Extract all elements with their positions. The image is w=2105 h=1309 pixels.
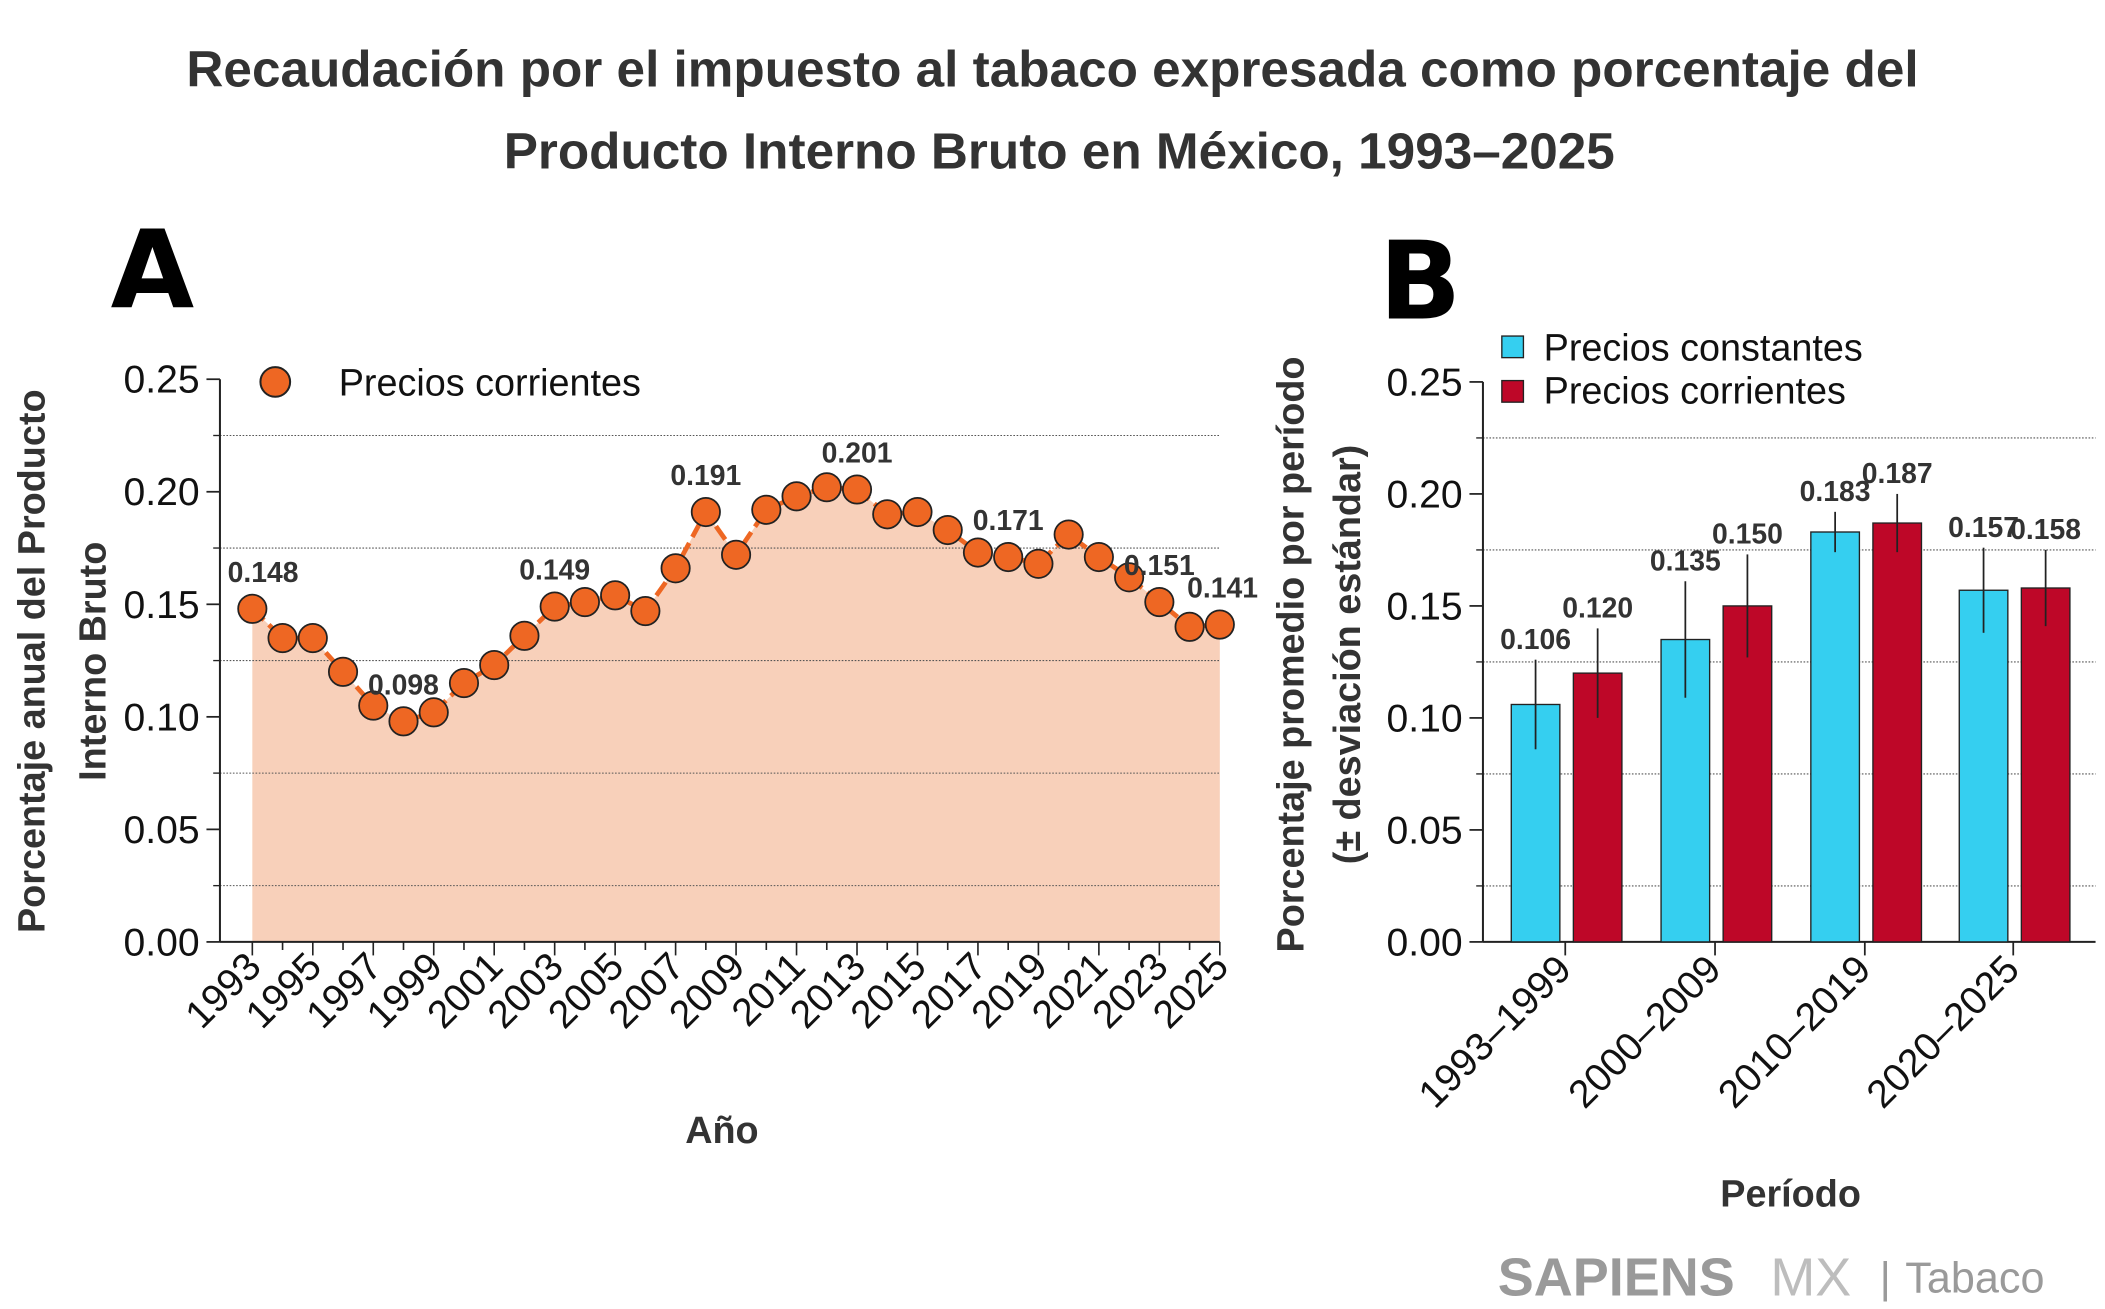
chart-b: 0.000.050.100.150.200.251993–19990.1060.… — [1387, 361, 2096, 1116]
chart-a: 0.000.050.100.150.200.251993199519971999… — [124, 359, 1258, 1037]
bar-value-label: 0.150 — [1712, 519, 1783, 551]
legend-a-label: Precios corrientes — [339, 362, 641, 404]
data-label-2013: 0.201 — [822, 438, 893, 470]
chart-b-xtick-label: 2020–2025 — [1859, 948, 2028, 1117]
chart-a-ytick-label: 0.10 — [124, 696, 200, 739]
data-point-2025 — [1204, 609, 1235, 640]
chart-a-ytick-label: 0.25 — [124, 359, 200, 402]
data-point-2009 — [721, 539, 752, 570]
chart-b-ytick-label: 0.05 — [1387, 809, 1463, 852]
chart-a-ytick-label: 0.20 — [124, 471, 200, 514]
data-point-2007 — [660, 553, 691, 584]
data-label-2008: 0.191 — [670, 460, 741, 492]
data-point-2004 — [569, 587, 600, 618]
data-point-2024 — [1174, 611, 1205, 642]
data-point-2003 — [539, 591, 570, 622]
chart-b-ylabel-line-1: Porcentaje promedio por período — [1270, 357, 1312, 953]
chart-b-xtick-label: 2000–2009 — [1561, 948, 1730, 1117]
panel-label-a: A — [111, 209, 195, 334]
chart-b-xtick-label: 1993–1999 — [1411, 948, 1580, 1117]
chart-b-ylabel-line-2: (± desviación estándar) — [1327, 445, 1369, 865]
chart-a-ylabel-line-2: Interno Bruto — [72, 542, 114, 781]
watermark-brand-mx: MX — [1770, 1247, 1851, 1307]
data-label-2018: 0.171 — [973, 505, 1044, 537]
data-point-2014 — [872, 499, 903, 530]
chart-b-ytick-label: 0.20 — [1387, 473, 1463, 516]
chart-a-ytick-label: 0.05 — [124, 809, 200, 852]
watermark-brand: SAPIENS — [1498, 1247, 1735, 1307]
data-point-2013 — [841, 474, 873, 505]
data-point-2012 — [811, 472, 842, 503]
data-point-2016 — [932, 514, 963, 546]
chart-a-ylabel-line-1: Porcentaje anual del Producto — [12, 389, 54, 933]
data-label-1998: 0.098 — [368, 669, 439, 701]
data-point-2018 — [993, 541, 1024, 573]
chart-b-ytick-label: 0.25 — [1387, 361, 1463, 404]
data-label-1993: 0.148 — [228, 557, 299, 589]
data-point-1996 — [327, 656, 359, 687]
data-point-1998 — [388, 706, 419, 737]
bar-value-label: 0.187 — [1862, 458, 1933, 490]
chart-title-line-2: Producto Interno Bruto en México, 1993–2… — [504, 123, 1615, 180]
legend-b-constantes-swatch — [1501, 335, 1525, 359]
data-point-1993 — [237, 593, 268, 624]
bar-corrientes-3 — [2020, 587, 2071, 943]
data-point-2022 — [1114, 562, 1145, 593]
data-point-2023 — [1144, 587, 1175, 618]
bar-constantes-3 — [1958, 589, 2009, 943]
chart-a-ytick-label: 0.15 — [124, 584, 200, 627]
data-point-2002 — [509, 620, 540, 651]
data-point-2006 — [630, 596, 661, 627]
bar-value-label: 0.183 — [1800, 476, 1871, 508]
data-point-2000 — [448, 668, 480, 699]
bar-value-label: 0.106 — [1500, 624, 1571, 656]
data-label-2023: 0.151 — [1124, 550, 1195, 582]
chart-a-xlabel: Año — [685, 1110, 758, 1152]
data-point-1995 — [297, 623, 328, 654]
bar-value-label: 0.157 — [1948, 512, 2019, 544]
bar-value-label: 0.135 — [1650, 545, 1721, 577]
legend-a-marker — [259, 366, 292, 398]
chart-b-xtick-label: 2010–2019 — [1710, 948, 1879, 1117]
data-point-2008 — [690, 496, 721, 528]
panel-label-b: B — [1379, 220, 1461, 345]
bar-value-label: 0.120 — [1562, 593, 1633, 625]
data-point-2017 — [962, 537, 993, 568]
data-point-2021 — [1083, 541, 1114, 573]
data-label-2025: 0.141 — [1187, 573, 1258, 605]
data-point-2015 — [902, 496, 933, 528]
legend-b-corrientes-swatch — [1501, 379, 1525, 403]
watermark-logo: SAPIENS MX | Tabaco — [1498, 1247, 2045, 1307]
bar-constantes-2 — [1810, 531, 1861, 943]
chart-title-line-1: Recaudación por el impuesto al tabaco ex… — [186, 40, 1918, 97]
data-point-2005 — [600, 580, 631, 611]
data-point-1999 — [418, 697, 449, 728]
chart-b-ytick-label: 0.10 — [1387, 697, 1463, 740]
chart-b-xlabel: Período — [1720, 1173, 1861, 1215]
data-point-1994 — [267, 623, 298, 654]
data-point-2001 — [479, 650, 510, 681]
area-fill — [252, 487, 1220, 942]
legend-b-constantes-label: Precios constantes — [1544, 327, 1863, 369]
bar-corrientes-2 — [1872, 522, 1923, 943]
chart-b-ytick-label: 0.15 — [1387, 585, 1463, 628]
bar-value-label: 0.158 — [2010, 514, 2081, 546]
chart-a-ytick-label: 0.00 — [124, 921, 200, 964]
data-label-2003: 0.149 — [519, 555, 590, 587]
chart-b-ytick-label: 0.00 — [1387, 921, 1463, 964]
data-point-2010 — [751, 494, 782, 525]
watermark-topic: Tabaco — [1905, 1255, 2044, 1303]
data-point-2019 — [1023, 548, 1054, 579]
legend-b-corrientes-label: Precios corrientes — [1544, 371, 1846, 413]
data-point-2020 — [1053, 519, 1084, 550]
data-point-2011 — [781, 481, 812, 512]
watermark-separator: | — [1880, 1255, 1891, 1303]
data-point-1997 — [358, 690, 389, 721]
